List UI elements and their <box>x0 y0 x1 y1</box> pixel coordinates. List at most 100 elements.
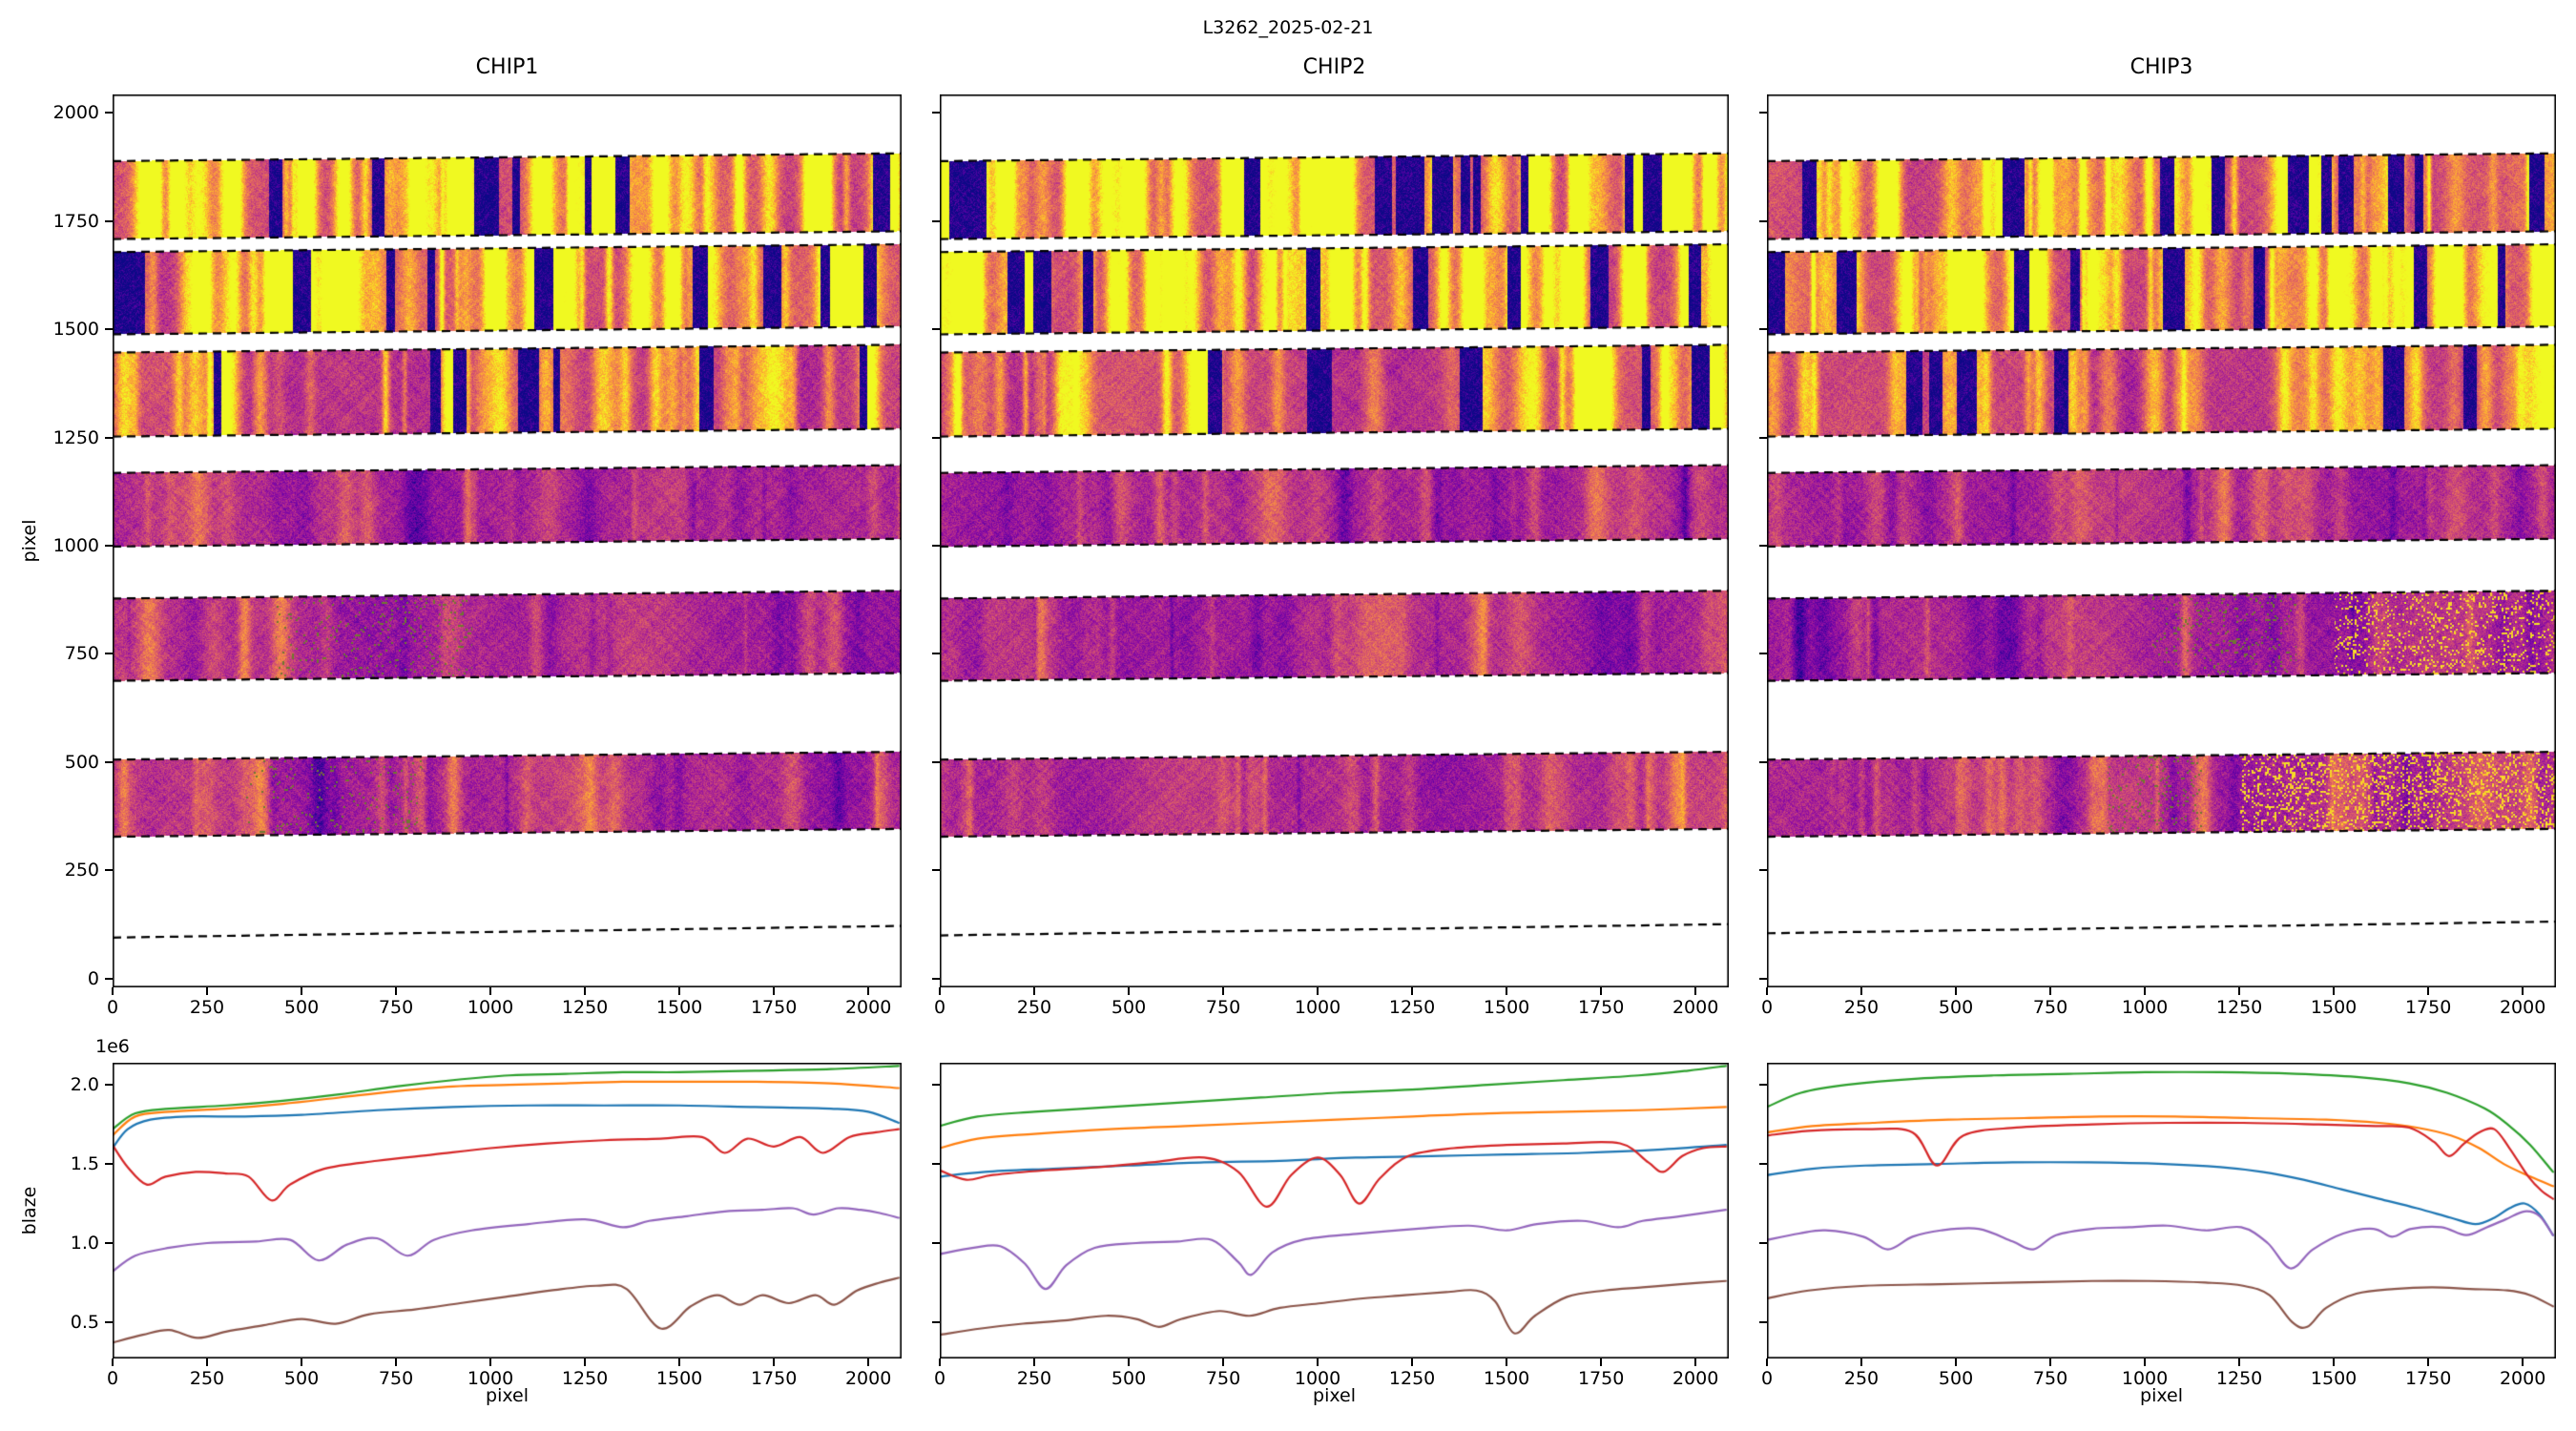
y-tick <box>1759 977 1767 980</box>
x-tick-label: 1750 <box>2404 1368 2452 1389</box>
x-tick-label: 500 <box>283 997 320 1018</box>
chip1-blaze-panel <box>113 1063 902 1358</box>
x-tick <box>1411 1358 1414 1366</box>
chip2-x-axis-label: pixel <box>1313 1385 1356 1406</box>
y-tick <box>932 436 940 439</box>
x-tick <box>489 1358 492 1366</box>
x-tick <box>1506 987 1508 995</box>
y-tick <box>105 436 113 439</box>
x-tick-label: 750 <box>378 1368 414 1389</box>
y-tick <box>1759 1320 1767 1323</box>
y-tick <box>1759 869 1767 872</box>
x-tick <box>1860 987 1863 995</box>
y-tick <box>105 977 113 980</box>
y-tick <box>105 544 113 547</box>
y-tick-label: 250 <box>64 860 99 881</box>
x-tick-label: 1750 <box>1577 997 1625 1018</box>
y-tick-label: 2000 <box>52 102 99 124</box>
x-tick-label: 1250 <box>1388 997 1436 1018</box>
chip3-x-axis-label: pixel <box>2140 1385 2183 1406</box>
x-tick <box>1317 1358 1319 1366</box>
chip3-image-panel <box>1767 94 2556 987</box>
x-tick <box>867 1358 870 1366</box>
y-tick-label: 1500 <box>52 319 99 341</box>
x-tick-label: 1750 <box>2404 997 2452 1018</box>
y-tick-label: 750 <box>64 643 99 665</box>
y-tick-label: 1750 <box>52 210 99 232</box>
x-tick-label: 0 <box>106 997 119 1018</box>
y-tick <box>932 112 940 114</box>
x-tick <box>2427 987 2430 995</box>
y-tick <box>932 1084 940 1087</box>
chip2-title: CHIP2 <box>1302 55 1366 79</box>
y-tick <box>105 1320 113 1323</box>
chip1-x-axis-label: pixel <box>486 1385 529 1406</box>
x-tick <box>1128 987 1131 995</box>
y-tick <box>1759 653 1767 655</box>
y-tick <box>932 653 940 655</box>
x-tick-label: 0 <box>1760 997 1774 1018</box>
x-tick-label: 1000 <box>1294 997 1341 1018</box>
x-tick-label: 1500 <box>655 1368 703 1389</box>
x-tick-label: 1000 <box>2121 1368 2169 1389</box>
x-tick <box>939 1358 941 1366</box>
x-tick-label: 1250 <box>1388 1368 1436 1389</box>
x-tick-label: 750 <box>2032 997 2068 1018</box>
x-tick-label: 1000 <box>1294 1368 1341 1389</box>
y-tick <box>1759 219 1767 222</box>
y-tick <box>932 544 940 547</box>
x-tick <box>395 987 398 995</box>
x-tick <box>1033 1358 1036 1366</box>
x-tick-label: 750 <box>2032 1368 2068 1389</box>
y-axis-offset-label: 1e6 <box>95 1036 130 1057</box>
y-tick <box>1759 760 1767 763</box>
x-tick <box>206 987 209 995</box>
x-tick <box>1317 987 1319 995</box>
top-y-axis-label: pixel <box>19 519 40 563</box>
x-tick-label: 1500 <box>1483 1368 1530 1389</box>
x-tick-label: 0 <box>1760 1368 1774 1389</box>
x-tick <box>2427 1358 2430 1366</box>
x-tick <box>1411 987 1414 995</box>
x-tick <box>1694 1358 1697 1366</box>
x-tick <box>867 987 870 995</box>
x-tick-label: 1750 <box>750 997 798 1018</box>
y-tick <box>1759 544 1767 547</box>
x-tick <box>584 987 587 995</box>
x-tick <box>1766 1358 1768 1366</box>
x-tick <box>678 987 681 995</box>
y-tick <box>932 1320 940 1323</box>
y-tick <box>105 653 113 655</box>
x-tick-label: 500 <box>1938 1368 1974 1389</box>
y-tick-label: 1000 <box>52 534 99 556</box>
y-tick-label: 0 <box>87 967 99 989</box>
y-tick <box>105 1084 113 1087</box>
x-tick <box>1694 987 1697 995</box>
chip1-image-panel <box>113 94 902 987</box>
y-tick <box>932 977 940 980</box>
x-tick <box>206 1358 209 1366</box>
x-tick-label: 1000 <box>467 1368 514 1389</box>
x-tick-label: 2000 <box>1672 1368 1719 1389</box>
x-tick <box>2333 987 2336 995</box>
x-tick-label: 1500 <box>655 997 703 1018</box>
y-tick <box>932 328 940 331</box>
x-tick-label: 1250 <box>2215 997 2263 1018</box>
figure-title: L3262_2025-02-21 <box>1202 17 1374 38</box>
y-tick-label: 500 <box>64 751 99 773</box>
x-tick-label: 1000 <box>467 997 514 1018</box>
x-tick <box>584 1358 587 1366</box>
y-tick-label: 0.5 <box>70 1311 99 1333</box>
chip3-title: CHIP3 <box>2129 55 2193 79</box>
y-tick <box>105 869 113 872</box>
x-tick <box>489 987 492 995</box>
y-tick-label: 1.0 <box>70 1232 99 1254</box>
x-tick-label: 500 <box>1938 997 1974 1018</box>
x-tick-label: 500 <box>1111 1368 1147 1389</box>
x-tick-label: 2000 <box>2499 1368 2546 1389</box>
x-tick <box>395 1358 398 1366</box>
x-tick-label: 250 <box>1016 997 1052 1018</box>
x-tick <box>1955 987 1958 995</box>
y-tick <box>105 1241 113 1244</box>
